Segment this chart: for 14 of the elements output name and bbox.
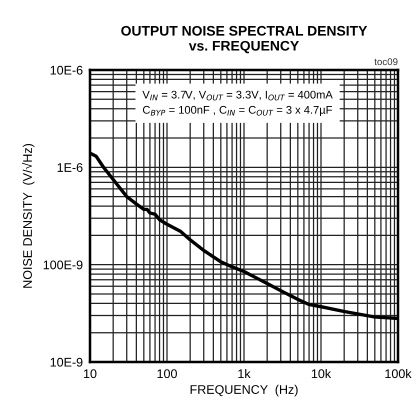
y-tick-label: 10E-9: [50, 358, 82, 367]
y-tick-label: 100E-9: [44, 260, 82, 270]
y-axis-title: NOISE DENSITY (V/√Hz): [22, 144, 34, 288]
x-tick-label: 10: [84, 369, 96, 378]
y-tick-label: 10E-6: [50, 66, 83, 75]
chart-title: OUTPUT NOISE SPECTRAL DENSITY vs. FREQUENCY: [121, 26, 368, 54]
x-tick-label: 10k: [312, 368, 332, 378]
text: toc09: [374, 58, 398, 66]
x-tick-label: 100: [158, 369, 177, 378]
x-tick-label: 1k: [238, 368, 251, 378]
x-tick-label: 100k: [385, 368, 412, 378]
text: V$_{IN}$ = 3.7V, V$_{OUT}$ = 3.3V, I$_{OUT}$ = 400mA C$_{BYP}$ = 100nF , C$_{IN}$ = C$_{OUT}$ = 3 x 4.7µF: [142, 90, 333, 116]
x-axis-title: FREQUENCY (Hz): [190, 384, 298, 396]
y-tick-label: 1E-6: [58, 163, 83, 172]
